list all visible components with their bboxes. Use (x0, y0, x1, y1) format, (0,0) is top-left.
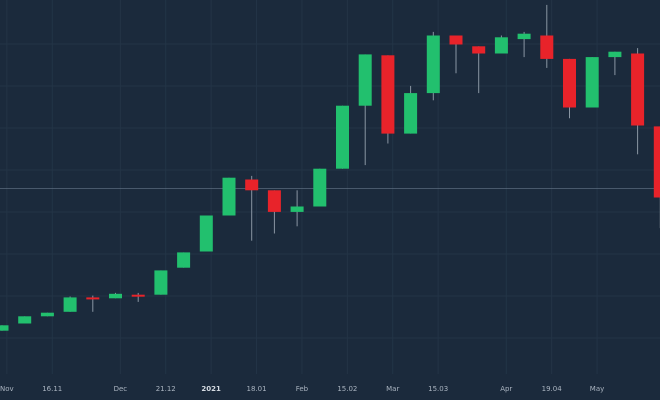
candle-up (517, 31, 531, 58)
x-tick-label: 15.02 (337, 385, 357, 393)
candle-body (472, 46, 486, 54)
x-tick-label: Feb (296, 385, 309, 393)
x-tick-label: 19.04 (542, 385, 563, 393)
x-axis-ticks: Nov 16.11 Dec 21.12 2021 18.01 Feb 15.02 Mar 15.0… (0, 385, 604, 393)
candle-down (563, 58, 576, 119)
candle-body (40, 312, 54, 317)
candle-up (0, 325, 9, 331)
candle-up (608, 51, 622, 76)
candle-up (585, 57, 599, 108)
candle-up (222, 177, 236, 216)
candle-down (245, 175, 259, 241)
x-tick-label: Mar (386, 385, 399, 393)
candle-up (154, 270, 168, 295)
candle-body (494, 37, 508, 54)
candle-down (449, 35, 463, 74)
candle-body (18, 316, 32, 324)
candle-body (63, 297, 77, 312)
candle-up (404, 85, 418, 134)
candle-up (40, 312, 54, 317)
x-tick-label: May (590, 385, 604, 393)
candle-body (109, 293, 122, 299)
candle-up (494, 35, 508, 54)
candle-body (608, 51, 622, 58)
candle-body (563, 58, 576, 108)
candle-down (631, 48, 645, 155)
x-tick-label: Nov (0, 385, 14, 393)
candle-body (86, 297, 100, 300)
candle-body (449, 35, 463, 45)
candle-body (245, 179, 259, 191)
candle-down (131, 292, 145, 302)
candle-body (381, 55, 395, 134)
candle-up (290, 190, 304, 227)
x-tick-label: 16.11 (42, 385, 62, 393)
x-tick-label: 15.03 (428, 385, 448, 393)
candle-up (358, 54, 372, 166)
candle-down (267, 190, 281, 234)
candle-body (313, 168, 327, 207)
candle-body (290, 206, 304, 212)
candle-body (0, 325, 9, 331)
candle-up (199, 215, 213, 252)
candle-body (631, 53, 645, 126)
candle-down (540, 4, 554, 68)
candle-body (177, 252, 191, 268)
x-tick-label: 2021 (201, 385, 221, 393)
candle-up (18, 316, 32, 324)
candle-down (381, 55, 395, 144)
candle-up (313, 168, 327, 207)
candle-body (267, 190, 281, 212)
candle-down (472, 46, 486, 94)
candle-up (177, 252, 191, 268)
x-tick-label: 18.01 (247, 385, 267, 393)
x-tick-label: 21.12 (156, 385, 176, 393)
x-tick-label: Dec (114, 385, 128, 393)
candles (0, 4, 660, 331)
candle-body (517, 33, 531, 40)
candle-body (653, 126, 660, 198)
candle-up (336, 105, 349, 169)
candle-down (653, 126, 660, 229)
candle-body (336, 105, 349, 169)
candle-body (199, 215, 213, 252)
candle-up (426, 31, 440, 101)
candle-down (86, 295, 100, 312)
candle-body (540, 35, 554, 59)
candle-body (131, 294, 145, 297)
candle-body (358, 54, 372, 106)
x-tick-label: Apr (500, 385, 512, 393)
candle-up (109, 292, 122, 299)
candle-body (585, 57, 599, 108)
candle-body (154, 270, 168, 295)
candle-body (222, 177, 236, 216)
candle-up (63, 296, 77, 312)
grid-lines (0, 0, 660, 374)
candle-body (404, 93, 418, 134)
candle-body (426, 35, 440, 94)
